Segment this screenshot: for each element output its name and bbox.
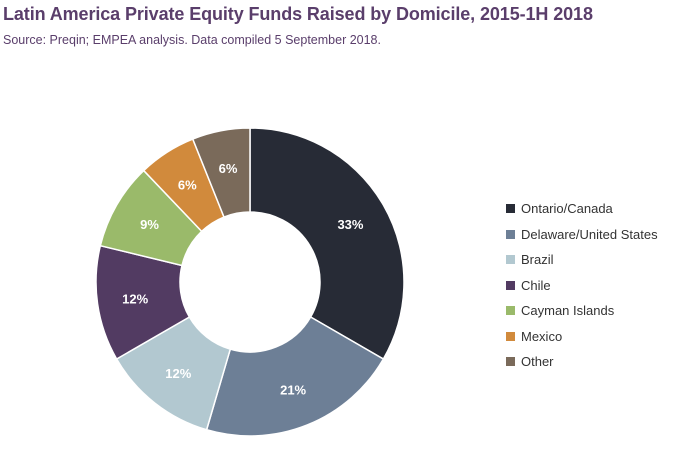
- data-label-other: 6%: [219, 161, 238, 176]
- data-label-brazil: 12%: [165, 366, 191, 381]
- legend-swatch: [506, 229, 515, 239]
- legend-item-brazil: Brazil: [506, 247, 658, 273]
- chart-title: Latin America Private Equity Funds Raise…: [3, 4, 593, 24]
- legend-swatch: [506, 306, 515, 316]
- legend-label: Chile: [521, 277, 551, 293]
- legend-swatch: [506, 255, 515, 265]
- legend-label: Brazil: [521, 252, 554, 268]
- legend-label: Other: [521, 354, 554, 370]
- legend-swatch: [506, 280, 515, 290]
- chart-source: Source: Preqin; EMPEA analysis. Data com…: [3, 33, 381, 47]
- legend-label: Cayman Islands: [521, 303, 615, 319]
- data-label-mexico: 6%: [178, 177, 197, 192]
- slice-ontario-canada: [249, 127, 405, 361]
- legend-swatch: [506, 331, 515, 341]
- data-label-ontario-canada: 33%: [337, 217, 363, 232]
- data-label-chile: 12%: [122, 292, 148, 307]
- legend-item-mexico: Mexico: [506, 324, 658, 350]
- legend-item-chile: Chile: [506, 273, 658, 299]
- legend-item-delaware-united-states: Delaware/United States: [506, 222, 658, 248]
- slice-delaware-united-states: [205, 315, 385, 437]
- legend-item-other: Other: [506, 349, 658, 375]
- legend-label: Ontario/Canada: [521, 201, 613, 217]
- legend-label: Delaware/United States: [521, 226, 658, 242]
- legend-swatch: [506, 204, 515, 214]
- data-label-cayman-islands: 9%: [140, 217, 159, 232]
- legend-swatch: [506, 357, 515, 367]
- legend-item-cayman-islands: Cayman Islands: [506, 298, 658, 324]
- chart-legend: Ontario/Canada Delaware/United States Braz…: [506, 196, 658, 375]
- data-label-delaware-united-states: 21%: [280, 383, 306, 398]
- legend-label: Mexico: [521, 328, 563, 344]
- legend-item-ontario-canada: Ontario/Canada: [506, 196, 658, 222]
- slice-other: [191, 127, 251, 218]
